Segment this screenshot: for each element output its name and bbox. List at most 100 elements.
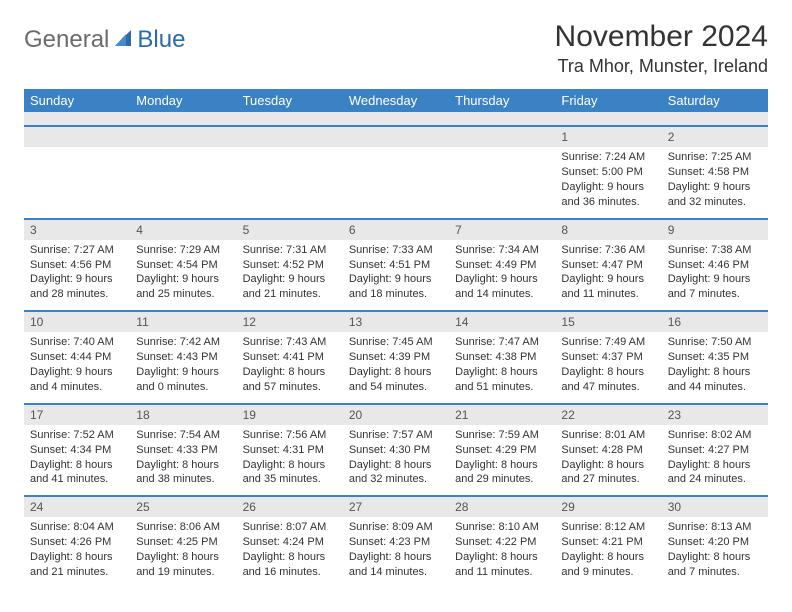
day-number: 18 xyxy=(130,403,236,425)
day-body: Sunrise: 8:13 AMSunset: 4:20 PMDaylight:… xyxy=(662,517,768,587)
day-19: 19Sunrise: 7:56 AMSunset: 4:31 PMDayligh… xyxy=(237,403,343,496)
day-number: 5 xyxy=(237,218,343,240)
day-body: Sunrise: 7:24 AMSunset: 5:00 PMDaylight:… xyxy=(555,147,661,217)
empty-cell xyxy=(24,126,130,218)
daylight-text: Daylight: 9 hours and 18 minutes. xyxy=(349,272,443,302)
day-body: Sunrise: 7:45 AMSunset: 4:39 PMDaylight:… xyxy=(343,332,449,402)
day-5: 5Sunrise: 7:31 AMSunset: 4:52 PMDaylight… xyxy=(237,218,343,311)
day-number: 29 xyxy=(555,495,661,517)
day-header-friday: Friday xyxy=(555,89,661,112)
day-27: 27Sunrise: 8:09 AMSunset: 4:23 PMDayligh… xyxy=(343,495,449,588)
daylight-text: Daylight: 9 hours and 14 minutes. xyxy=(455,272,549,302)
empty-cell xyxy=(130,126,236,218)
day-number: 30 xyxy=(662,495,768,517)
day-body: Sunrise: 8:09 AMSunset: 4:23 PMDaylight:… xyxy=(343,517,449,587)
day-number: 16 xyxy=(662,310,768,332)
sunset-text: Sunset: 4:20 PM xyxy=(668,535,762,550)
empty-cell xyxy=(343,126,449,218)
sunrise-text: Sunrise: 7:38 AM xyxy=(668,243,762,258)
day-25: 25Sunrise: 8:06 AMSunset: 4:25 PMDayligh… xyxy=(130,495,236,588)
sunrise-text: Sunrise: 7:24 AM xyxy=(561,150,655,165)
sunrise-text: Sunrise: 7:36 AM xyxy=(561,243,655,258)
week-1: 3Sunrise: 7:27 AMSunset: 4:56 PMDaylight… xyxy=(24,218,768,311)
daylight-text: Daylight: 8 hours and 24 minutes. xyxy=(668,458,762,488)
day-number: 26 xyxy=(237,495,343,517)
sunset-text: Sunset: 4:47 PM xyxy=(561,258,655,273)
day-header-tuesday: Tuesday xyxy=(237,89,343,112)
day-body: Sunrise: 7:50 AMSunset: 4:35 PMDaylight:… xyxy=(662,332,768,402)
day-2: 2Sunrise: 7:25 AMSunset: 4:58 PMDaylight… xyxy=(662,126,768,218)
day-body: Sunrise: 7:27 AMSunset: 4:56 PMDaylight:… xyxy=(24,240,130,310)
day-number: 23 xyxy=(662,403,768,425)
day-body: Sunrise: 7:56 AMSunset: 4:31 PMDaylight:… xyxy=(237,425,343,495)
title-block: November 2024 Tra Mhor, Munster, Ireland xyxy=(555,20,768,77)
day-number: 13 xyxy=(343,310,449,332)
header: General Blue November 2024 Tra Mhor, Mun… xyxy=(24,20,768,77)
sunrise-text: Sunrise: 8:06 AM xyxy=(136,520,230,535)
sunrise-text: Sunrise: 8:07 AM xyxy=(243,520,337,535)
day-body: Sunrise: 8:01 AMSunset: 4:28 PMDaylight:… xyxy=(555,425,661,495)
day-body: Sunrise: 8:07 AMSunset: 4:24 PMDaylight:… xyxy=(237,517,343,587)
sunset-text: Sunset: 4:27 PM xyxy=(668,443,762,458)
sunrise-text: Sunrise: 7:42 AM xyxy=(136,335,230,350)
daylight-text: Daylight: 8 hours and 9 minutes. xyxy=(561,550,655,580)
sunrise-text: Sunrise: 7:54 AM xyxy=(136,428,230,443)
day-number: 22 xyxy=(555,403,661,425)
sunset-text: Sunset: 4:38 PM xyxy=(455,350,549,365)
day-body: Sunrise: 7:36 AMSunset: 4:47 PMDaylight:… xyxy=(555,240,661,310)
day-8: 8Sunrise: 7:36 AMSunset: 4:47 PMDaylight… xyxy=(555,218,661,311)
spacer-row xyxy=(24,112,768,126)
sunrise-text: Sunrise: 7:47 AM xyxy=(455,335,549,350)
sunrise-text: Sunrise: 7:40 AM xyxy=(30,335,124,350)
sunrise-text: Sunrise: 7:52 AM xyxy=(30,428,124,443)
daylight-text: Daylight: 9 hours and 32 minutes. xyxy=(668,180,762,210)
day-number: 28 xyxy=(449,495,555,517)
day-1: 1Sunrise: 7:24 AMSunset: 5:00 PMDaylight… xyxy=(555,126,661,218)
day-body: Sunrise: 7:57 AMSunset: 4:30 PMDaylight:… xyxy=(343,425,449,495)
day-9: 9Sunrise: 7:38 AMSunset: 4:46 PMDaylight… xyxy=(662,218,768,311)
daylight-text: Daylight: 8 hours and 27 minutes. xyxy=(561,458,655,488)
day-number: 27 xyxy=(343,495,449,517)
day-6: 6Sunrise: 7:33 AMSunset: 4:51 PMDaylight… xyxy=(343,218,449,311)
empty-cell xyxy=(237,126,343,218)
day-number: 2 xyxy=(662,127,768,147)
daylight-text: Daylight: 8 hours and 38 minutes. xyxy=(136,458,230,488)
day-4: 4Sunrise: 7:29 AMSunset: 4:54 PMDaylight… xyxy=(130,218,236,311)
day-number: 6 xyxy=(343,218,449,240)
day-number: 19 xyxy=(237,403,343,425)
daylight-text: Daylight: 8 hours and 19 minutes. xyxy=(136,550,230,580)
daylight-text: Daylight: 9 hours and 7 minutes. xyxy=(668,272,762,302)
logo-text-blue: Blue xyxy=(137,26,185,54)
sunset-text: Sunset: 4:22 PM xyxy=(455,535,549,550)
sunset-text: Sunset: 4:26 PM xyxy=(30,535,124,550)
daylight-text: Daylight: 8 hours and 51 minutes. xyxy=(455,365,549,395)
daylight-text: Daylight: 9 hours and 28 minutes. xyxy=(30,272,124,302)
daylight-text: Daylight: 8 hours and 44 minutes. xyxy=(668,365,762,395)
month-title: November 2024 xyxy=(555,20,768,54)
daylight-text: Daylight: 9 hours and 0 minutes. xyxy=(136,365,230,395)
sunrise-text: Sunrise: 7:49 AM xyxy=(561,335,655,350)
day-29: 29Sunrise: 8:12 AMSunset: 4:21 PMDayligh… xyxy=(555,495,661,588)
day-number: 15 xyxy=(555,310,661,332)
day-number: 17 xyxy=(24,403,130,425)
sunset-text: Sunset: 4:33 PM xyxy=(136,443,230,458)
daylight-text: Daylight: 8 hours and 41 minutes. xyxy=(30,458,124,488)
daylight-text: Daylight: 9 hours and 21 minutes. xyxy=(243,272,337,302)
day-number: 20 xyxy=(343,403,449,425)
sunrise-text: Sunrise: 7:25 AM xyxy=(668,150,762,165)
daylight-text: Daylight: 8 hours and 54 minutes. xyxy=(349,365,443,395)
day-number: 11 xyxy=(130,310,236,332)
calendar-table: SundayMondayTuesdayWednesdayThursdayFrid… xyxy=(24,89,768,588)
sunrise-text: Sunrise: 7:50 AM xyxy=(668,335,762,350)
day-body: Sunrise: 7:38 AMSunset: 4:46 PMDaylight:… xyxy=(662,240,768,310)
daylight-text: Daylight: 8 hours and 35 minutes. xyxy=(243,458,337,488)
day-24: 24Sunrise: 8:04 AMSunset: 4:26 PMDayligh… xyxy=(24,495,130,588)
sunset-text: Sunset: 4:25 PM xyxy=(136,535,230,550)
day-10: 10Sunrise: 7:40 AMSunset: 4:44 PMDayligh… xyxy=(24,310,130,403)
sunset-text: Sunset: 4:24 PM xyxy=(243,535,337,550)
day-number: 1 xyxy=(555,127,661,147)
sunrise-text: Sunrise: 7:43 AM xyxy=(243,335,337,350)
day-header-monday: Monday xyxy=(130,89,236,112)
day-number: 10 xyxy=(24,310,130,332)
sunrise-text: Sunrise: 8:01 AM xyxy=(561,428,655,443)
